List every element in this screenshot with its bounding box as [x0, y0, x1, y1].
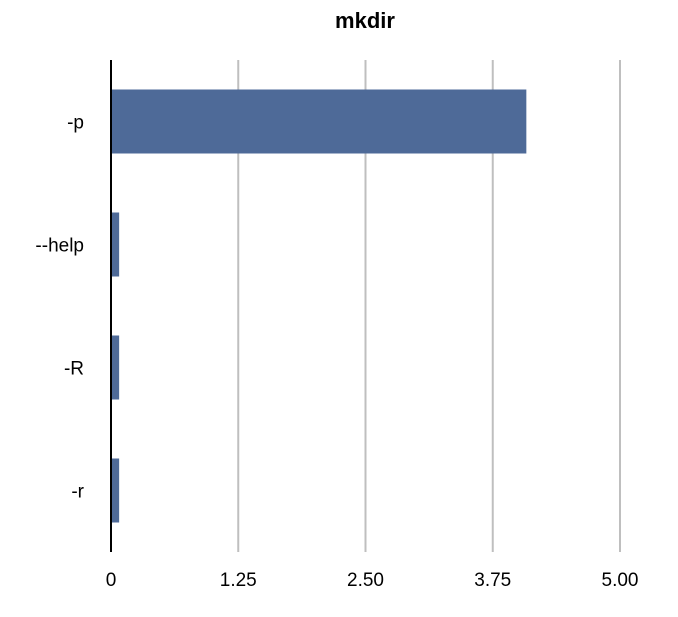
x-tick-label: 1.25	[220, 570, 257, 591]
x-tick-label: 5.00	[602, 570, 639, 591]
category-label: --help	[35, 236, 84, 257]
category-labels: -p --help -R -r	[35, 113, 84, 503]
bar	[111, 335, 120, 400]
x-tick-label: 2.50	[347, 570, 384, 591]
x-tick-label: 3.75	[474, 570, 511, 591]
category-label: -R	[64, 359, 84, 380]
category-label: -p	[67, 113, 84, 134]
bar	[111, 212, 120, 277]
x-tick-label: 0	[106, 570, 117, 591]
x-tick-labels: 0 1.25 2.50 3.75 5.00	[106, 570, 639, 591]
chart-title: mkdir	[335, 8, 395, 33]
bar	[111, 458, 120, 523]
bar	[111, 89, 527, 154]
bars	[111, 89, 527, 523]
category-label: -r	[71, 482, 84, 503]
